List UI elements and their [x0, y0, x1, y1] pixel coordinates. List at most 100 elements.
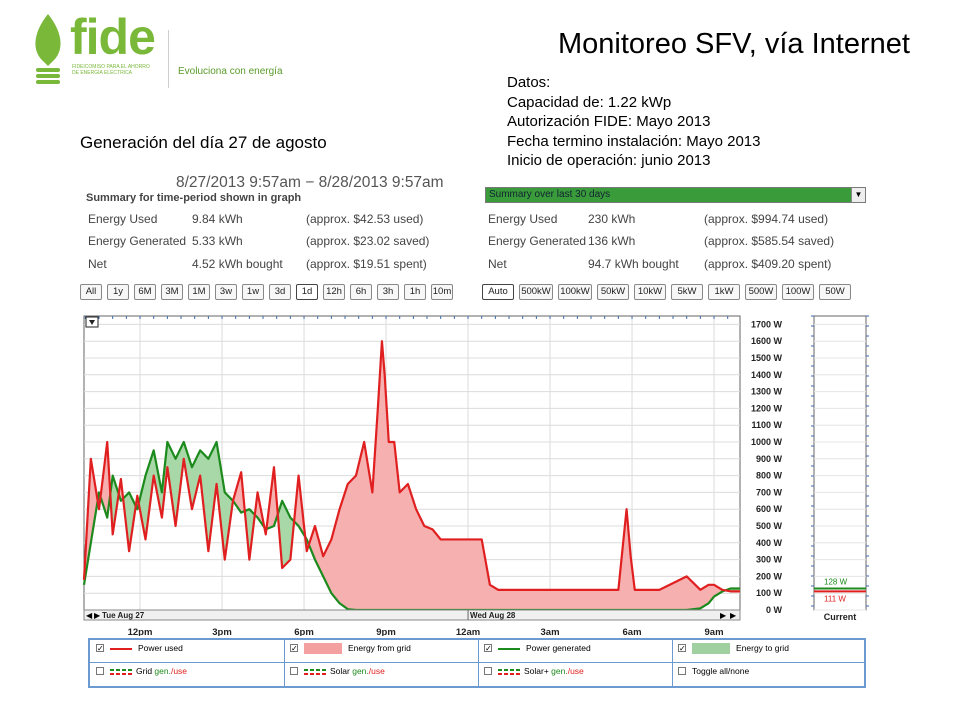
legend-checkbox[interactable]: ✓ — [96, 644, 104, 653]
range-button-10kw[interactable]: 10kW — [634, 284, 666, 300]
range-button-5kw[interactable]: 5kW — [671, 284, 703, 300]
legend-checkbox[interactable]: ✓ — [484, 644, 492, 653]
legend-label: Grid gen./use — [136, 666, 187, 676]
y-tick-label: 600 W — [756, 504, 783, 514]
legend-item[interactable]: Grid gen./use — [90, 663, 284, 685]
logo-subtitle-line-1: FIDEICOMISO PARA EL AHORRO — [72, 64, 150, 70]
range-button-all[interactable]: All — [80, 284, 102, 300]
legend-fill-swatch — [304, 643, 342, 654]
scroll-right-icon[interactable]: ▶ — [94, 611, 101, 620]
range-button-500w[interactable]: 500W — [745, 284, 777, 300]
range-button-1w[interactable]: 1w — [242, 284, 264, 300]
legend-item[interactable]: Solar+ gen./use — [478, 663, 672, 685]
chevron-down-icon[interactable]: ▼ — [851, 188, 865, 202]
x-tick-label: 12am — [456, 627, 480, 636]
y-tick-label: 1200 W — [751, 403, 783, 413]
legend-checkbox[interactable]: ✓ — [678, 644, 686, 653]
legend-item[interactable]: ✓ Energy from grid — [284, 640, 478, 662]
range-button-1d[interactable]: 1d — [296, 284, 318, 300]
legend-checkbox[interactable] — [96, 667, 104, 675]
legend-divider — [90, 662, 864, 663]
legend-dashed-swatch — [110, 673, 132, 675]
y-tick-label: 1000 W — [751, 437, 783, 447]
range-button-500kw[interactable]: 500kW — [519, 284, 553, 300]
leaf-icon — [35, 14, 61, 84]
logo-subtitle-line-2: DE ENERGÍA ELÉCTRICA — [72, 70, 133, 76]
range-button-100w[interactable]: 100W — [782, 284, 814, 300]
legend-label: Solar gen./use — [330, 666, 385, 676]
range-button-6m[interactable]: 6M — [134, 284, 156, 300]
y-tick-label: 400 W — [756, 538, 783, 548]
scroll-right-icon[interactable]: ▶ — [720, 611, 727, 620]
legend-dashed-swatch — [498, 669, 520, 671]
legend-dashed-swatch — [498, 673, 520, 675]
legend-label: Energy to grid — [736, 643, 789, 653]
range-button-6h[interactable]: 6h — [350, 284, 372, 300]
logo-divider — [168, 30, 169, 88]
range-button-3w[interactable]: 3w — [215, 284, 237, 300]
y-tick-label: 900 W — [756, 454, 783, 464]
current-gauge — [813, 315, 867, 611]
legend-item[interactable]: ✓ Power used — [90, 640, 284, 662]
legend-label: Energy from grid — [348, 643, 411, 653]
legend-checkbox[interactable] — [484, 667, 492, 675]
dropdown-selected-value: Summary over last 30 days — [489, 189, 611, 200]
range-button-1kw[interactable]: 1kW — [708, 284, 740, 300]
date-label: Tue Aug 27 — [102, 611, 145, 620]
legend-item[interactable]: Solar gen./use — [284, 663, 478, 685]
legend-item[interactable]: Toggle all/none — [672, 663, 866, 685]
scroll-end-icon[interactable]: ▶ — [730, 611, 737, 620]
y-tick-label: 300 W — [756, 555, 783, 565]
legend-checkbox[interactable] — [290, 667, 298, 675]
legend-label-part: gen. — [352, 666, 369, 676]
legend-item[interactable]: ✓ Power generated — [478, 640, 672, 662]
y-tick-label: 1100 W — [751, 420, 782, 430]
legend-checkbox[interactable]: ✓ — [290, 644, 298, 653]
range-button-12h[interactable]: 12h — [323, 284, 345, 300]
power-chart: 0 W 100 W 200 W 300 W 400 W 500 W 600 W 700 W 80… — [82, 315, 869, 636]
range-button-100kw[interactable]: 100kW — [558, 284, 592, 300]
y-tick-label: 100 W — [756, 588, 783, 598]
summary-label: Energy Generated — [88, 234, 187, 248]
current-generated-label: 128 W — [824, 577, 848, 586]
energy-from-grid-area — [84, 458, 98, 585]
range-button-3d[interactable]: 3d — [269, 284, 291, 300]
scale-buttons: Auto 500kW 100kW 50kW 10kW 5kW 1kW 500W 100W 50W — [482, 284, 872, 300]
date-label: Wed Aug 28 — [470, 611, 516, 620]
legend-dashed-swatch — [110, 669, 132, 671]
legend-label-part: /use — [368, 666, 385, 676]
summary-label: Energy Used — [488, 212, 558, 226]
chart-legend: ✓ Power used ✓ Energy from grid ✓ Power gener… — [88, 638, 866, 688]
fide-logo: fide FIDEICOMISO PARA EL AHORRO DE ENERG… — [30, 9, 290, 92]
legend-label-part: gen. — [551, 666, 568, 676]
current-used-label: 111 W — [824, 594, 846, 603]
range-button-1m[interactable]: 1M — [188, 284, 210, 300]
legend-divider — [284, 640, 285, 686]
range-button-auto[interactable]: Auto — [482, 284, 514, 300]
range-button-50kw[interactable]: 50kW — [597, 284, 629, 300]
x-tick-label: 3am — [541, 627, 560, 636]
scroll-left-icon[interactable]: ◀ — [86, 611, 93, 620]
legend-label: Solar+ gen./use — [524, 666, 584, 676]
slide-title: Monitoreo SFV, vía Internet — [558, 28, 910, 60]
summary-value: 5.33 kWh — [192, 234, 243, 248]
range-button-50w[interactable]: 50W — [819, 284, 851, 300]
range-button-3h[interactable]: 3h — [377, 284, 399, 300]
summary-approx: (approx. $42.53 used) — [306, 212, 424, 226]
legend-checkbox[interactable] — [678, 667, 686, 675]
logo-tagline: Evoluciona con energía — [178, 66, 283, 77]
summary-value: 94.7 kWh bought — [588, 257, 679, 271]
range-button-3m[interactable]: 3M — [161, 284, 183, 300]
legend-item[interactable]: ✓ Energy to grid — [672, 640, 866, 662]
datos-line: Autorización FIDE: Mayo 2013 — [507, 113, 711, 130]
energy-to-grid-area — [123, 492, 135, 552]
legend-line-swatch — [110, 648, 132, 650]
summary-period-dropdown[interactable]: Summary over last 30 days ▼ — [485, 187, 866, 203]
legend-fill-swatch — [692, 643, 730, 654]
range-button-1y[interactable]: 1y — [107, 284, 129, 300]
range-button-1h[interactable]: 1h — [404, 284, 426, 300]
range-button-10m[interactable]: 10m — [431, 284, 453, 300]
summary-title: Summary for time-period shown in graph — [86, 192, 302, 204]
x-tick-label: 9pm — [376, 627, 396, 636]
summary-value: 9.84 kWh — [192, 212, 243, 226]
